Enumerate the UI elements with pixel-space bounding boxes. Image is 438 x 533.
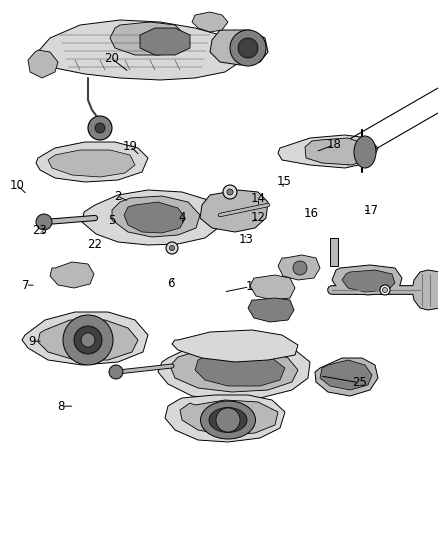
Circle shape <box>109 365 123 379</box>
Polygon shape <box>278 135 378 168</box>
Polygon shape <box>170 347 298 392</box>
Polygon shape <box>248 298 294 322</box>
Text: 10: 10 <box>10 179 25 192</box>
Polygon shape <box>250 275 295 300</box>
Polygon shape <box>320 360 372 390</box>
Text: 22: 22 <box>87 238 102 251</box>
Polygon shape <box>332 265 402 295</box>
Polygon shape <box>305 138 370 165</box>
Text: 5: 5 <box>108 214 115 227</box>
Polygon shape <box>200 190 268 232</box>
Text: 16: 16 <box>304 207 318 220</box>
Circle shape <box>223 185 237 199</box>
Polygon shape <box>124 202 185 233</box>
Text: 8: 8 <box>57 400 64 413</box>
Polygon shape <box>180 400 278 435</box>
Text: 7: 7 <box>21 279 29 292</box>
Ellipse shape <box>209 408 247 432</box>
Circle shape <box>227 189 233 195</box>
Text: 2: 2 <box>113 190 121 203</box>
Circle shape <box>166 242 178 254</box>
Polygon shape <box>158 340 310 400</box>
Circle shape <box>293 261 307 275</box>
Polygon shape <box>140 28 190 55</box>
Circle shape <box>63 315 113 365</box>
Polygon shape <box>36 142 148 182</box>
Polygon shape <box>35 20 245 80</box>
Circle shape <box>95 123 105 133</box>
Text: 4: 4 <box>178 211 186 224</box>
Polygon shape <box>28 50 58 78</box>
Circle shape <box>74 326 102 354</box>
Polygon shape <box>112 196 200 237</box>
Polygon shape <box>110 22 185 55</box>
Text: 18: 18 <box>326 139 341 151</box>
Circle shape <box>238 38 258 58</box>
Text: 15: 15 <box>276 175 291 188</box>
Circle shape <box>88 116 112 140</box>
Text: 12: 12 <box>251 211 266 224</box>
Polygon shape <box>278 255 320 280</box>
Circle shape <box>380 285 390 295</box>
Polygon shape <box>82 190 220 245</box>
Circle shape <box>216 408 240 432</box>
Text: 9: 9 <box>28 335 35 348</box>
Polygon shape <box>48 150 135 177</box>
Text: 20: 20 <box>104 52 119 65</box>
Polygon shape <box>165 395 285 442</box>
Circle shape <box>382 287 388 293</box>
Polygon shape <box>50 262 94 288</box>
Circle shape <box>36 214 52 230</box>
Text: 6: 6 <box>167 277 175 290</box>
Polygon shape <box>342 270 395 292</box>
Text: 19: 19 <box>123 140 138 153</box>
Polygon shape <box>412 270 438 310</box>
Text: 25: 25 <box>352 376 367 389</box>
Polygon shape <box>315 358 378 396</box>
Polygon shape <box>210 30 268 65</box>
Polygon shape <box>22 312 148 365</box>
Ellipse shape <box>354 136 376 168</box>
Polygon shape <box>195 352 285 386</box>
Text: 13: 13 <box>239 233 254 246</box>
Text: 14: 14 <box>251 192 266 205</box>
Polygon shape <box>172 330 298 362</box>
Polygon shape <box>38 320 138 360</box>
Text: 1: 1 <box>246 280 254 293</box>
Ellipse shape <box>201 401 255 439</box>
FancyBboxPatch shape <box>330 238 338 266</box>
Circle shape <box>230 30 266 66</box>
Circle shape <box>170 246 174 251</box>
Circle shape <box>81 333 95 347</box>
Polygon shape <box>192 12 228 32</box>
Text: 23: 23 <box>32 224 47 237</box>
Text: 17: 17 <box>364 204 379 217</box>
